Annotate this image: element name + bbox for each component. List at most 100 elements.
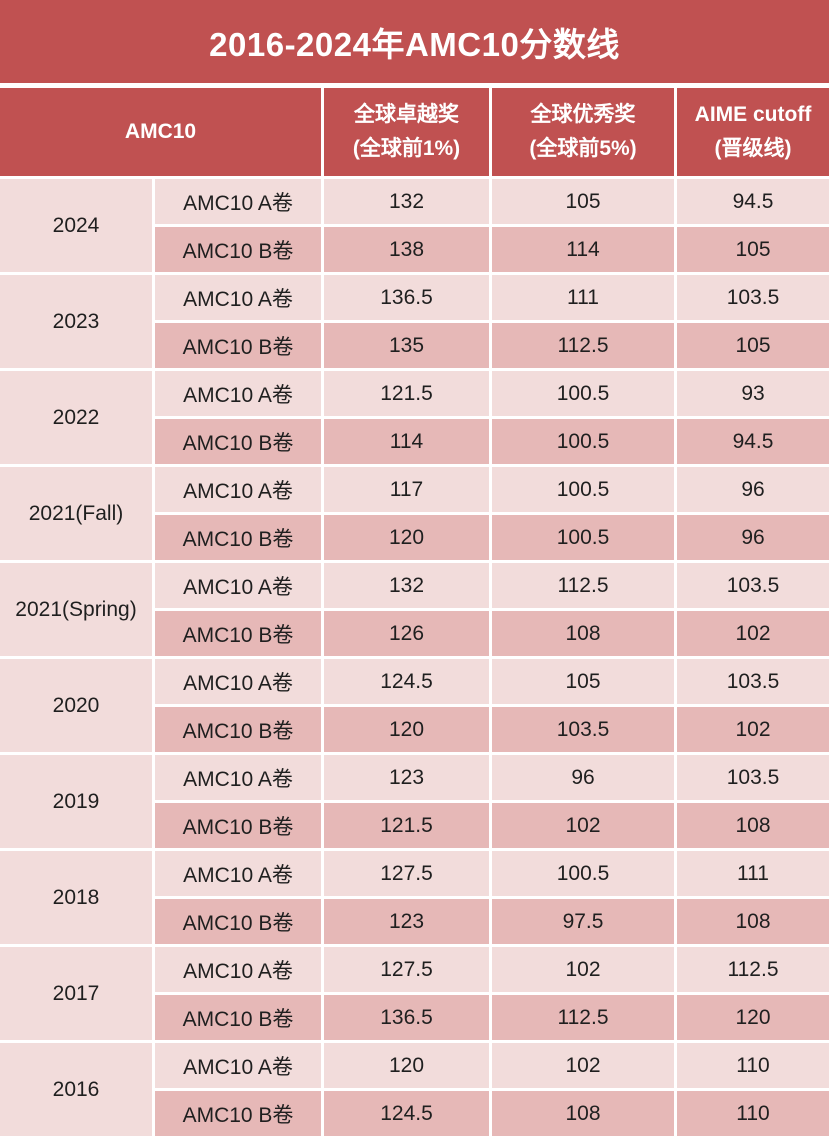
score-cell: 94.5 bbox=[677, 419, 829, 464]
score-cell: 93 bbox=[677, 371, 829, 416]
score-cell: 112.5 bbox=[492, 323, 674, 368]
exam-cell: AMC10 B卷 bbox=[155, 707, 321, 752]
score-cell: 124.5 bbox=[324, 659, 489, 704]
year-group-2017: 2017 AMC10 A卷 127.5 102 112.5 AMC10 B卷 1… bbox=[0, 947, 829, 1040]
score-cell: 132 bbox=[324, 563, 489, 608]
header-global-distinction-line1: 全球优秀奖 bbox=[530, 103, 636, 127]
exam-cell: AMC10 A卷 bbox=[155, 467, 321, 512]
year-cell: 2019 bbox=[0, 755, 152, 848]
header-global-excellence-line1: 全球卓越奖 bbox=[354, 103, 459, 127]
score-cell: 111 bbox=[677, 851, 829, 896]
year-cell: 2020 bbox=[0, 659, 152, 752]
score-cell: 136.5 bbox=[324, 275, 489, 320]
score-cell: 138 bbox=[324, 227, 489, 272]
score-cell: 105 bbox=[492, 659, 674, 704]
score-cell: 96 bbox=[677, 515, 829, 560]
header-aime-cutoff-line2: (晋级线) bbox=[714, 137, 792, 160]
page-title: 2016-2024年AMC10分数线 bbox=[0, 0, 829, 83]
year-group-2021-fall: 2021(Fall) AMC10 A卷 117 100.5 96 AMC10 B… bbox=[0, 467, 829, 560]
score-cell: 111 bbox=[492, 275, 674, 320]
header-aime-cutoff: AIME cutoff (晋级线) bbox=[677, 88, 829, 176]
header-global-distinction: 全球优秀奖 (全球前5%) bbox=[492, 88, 674, 176]
year-group-2020: 2020 AMC10 A卷 124.5 105 103.5 AMC10 B卷 1… bbox=[0, 659, 829, 752]
score-cell: 123 bbox=[324, 755, 489, 800]
exam-cell: AMC10 B卷 bbox=[155, 227, 321, 272]
exam-cell: AMC10 B卷 bbox=[155, 419, 321, 464]
score-cell: 108 bbox=[677, 803, 829, 848]
score-cell: 105 bbox=[677, 227, 829, 272]
score-cell: 103.5 bbox=[677, 275, 829, 320]
score-cell: 127.5 bbox=[324, 851, 489, 896]
score-cell: 96 bbox=[677, 467, 829, 512]
table-header: AMC10 全球卓越奖 (全球前1%) 全球优秀奖 (全球前5%) AIME c… bbox=[0, 88, 829, 176]
year-cell: 2021(Spring) bbox=[0, 563, 152, 656]
exam-cell: AMC10 A卷 bbox=[155, 371, 321, 416]
exam-cell: AMC10 B卷 bbox=[155, 1091, 321, 1136]
exam-cell: AMC10 B卷 bbox=[155, 515, 321, 560]
score-cell: 108 bbox=[677, 899, 829, 944]
score-cell: 120 bbox=[324, 707, 489, 752]
header-aime-cutoff-line1: AIME cutoff bbox=[694, 103, 812, 127]
year-cell: 2018 bbox=[0, 851, 152, 944]
score-cell: 100.5 bbox=[492, 851, 674, 896]
exam-cell: AMC10 B卷 bbox=[155, 995, 321, 1040]
score-cell: 105 bbox=[677, 323, 829, 368]
score-cell: 124.5 bbox=[324, 1091, 489, 1136]
year-group-2019: 2019 AMC10 A卷 123 96 103.5 AMC10 B卷 121.… bbox=[0, 755, 829, 848]
year-group-2018: 2018 AMC10 A卷 127.5 100.5 111 AMC10 B卷 1… bbox=[0, 851, 829, 944]
score-cell: 114 bbox=[492, 227, 674, 272]
exam-cell: AMC10 A卷 bbox=[155, 1043, 321, 1088]
score-cell: 120 bbox=[324, 1043, 489, 1088]
score-cell: 126 bbox=[324, 611, 489, 656]
score-cell: 100.5 bbox=[492, 419, 674, 464]
score-cell: 108 bbox=[492, 1091, 674, 1136]
score-cell: 105 bbox=[492, 179, 674, 224]
year-group-2016: 2016 AMC10 A卷 120 102 110 AMC10 B卷 124.5… bbox=[0, 1043, 829, 1136]
score-cell: 110 bbox=[677, 1091, 829, 1136]
exam-cell: AMC10 B卷 bbox=[155, 323, 321, 368]
score-cell: 102 bbox=[492, 947, 674, 992]
score-cell: 123 bbox=[324, 899, 489, 944]
exam-cell: AMC10 A卷 bbox=[155, 659, 321, 704]
score-cell: 97.5 bbox=[492, 899, 674, 944]
score-cell: 103.5 bbox=[492, 707, 674, 752]
year-cell: 2024 bbox=[0, 179, 152, 272]
year-cell: 2016 bbox=[0, 1043, 152, 1136]
score-cell: 102 bbox=[677, 707, 829, 752]
exam-cell: AMC10 B卷 bbox=[155, 611, 321, 656]
year-cell: 2017 bbox=[0, 947, 152, 1040]
score-cell: 110 bbox=[677, 1043, 829, 1088]
score-cell: 103.5 bbox=[677, 659, 829, 704]
exam-cell: AMC10 B卷 bbox=[155, 899, 321, 944]
score-cell: 100.5 bbox=[492, 515, 674, 560]
score-cell: 102 bbox=[492, 1043, 674, 1088]
year-cell: 2023 bbox=[0, 275, 152, 368]
score-cell: 102 bbox=[677, 611, 829, 656]
score-cell: 127.5 bbox=[324, 947, 489, 992]
header-global-distinction-line2: (全球前5%) bbox=[529, 137, 637, 160]
exam-cell: AMC10 A卷 bbox=[155, 851, 321, 896]
exam-cell: AMC10 B卷 bbox=[155, 803, 321, 848]
score-cell: 121.5 bbox=[324, 371, 489, 416]
exam-cell: AMC10 A卷 bbox=[155, 755, 321, 800]
score-cell: 103.5 bbox=[677, 563, 829, 608]
score-cell: 112.5 bbox=[677, 947, 829, 992]
score-cell: 112.5 bbox=[492, 563, 674, 608]
score-cell: 94.5 bbox=[677, 179, 829, 224]
score-cell: 117 bbox=[324, 467, 489, 512]
score-cell: 132 bbox=[324, 179, 489, 224]
exam-cell: AMC10 A卷 bbox=[155, 947, 321, 992]
score-cell: 121.5 bbox=[324, 803, 489, 848]
year-group-2024: 2024 AMC10 A卷 132 105 94.5 AMC10 B卷 138 … bbox=[0, 179, 829, 272]
score-cell: 102 bbox=[492, 803, 674, 848]
year-cell: 2021(Fall) bbox=[0, 467, 152, 560]
score-cell: 135 bbox=[324, 323, 489, 368]
score-cell: 136.5 bbox=[324, 995, 489, 1040]
score-cell: 112.5 bbox=[492, 995, 674, 1040]
score-cell: 100.5 bbox=[492, 371, 674, 416]
year-group-2022: 2022 AMC10 A卷 121.5 100.5 93 AMC10 B卷 11… bbox=[0, 371, 829, 464]
header-global-excellence-line2: (全球前1%) bbox=[352, 137, 461, 160]
score-cell: 120 bbox=[677, 995, 829, 1040]
header-global-excellence: 全球卓越奖 (全球前1%) bbox=[324, 88, 489, 176]
